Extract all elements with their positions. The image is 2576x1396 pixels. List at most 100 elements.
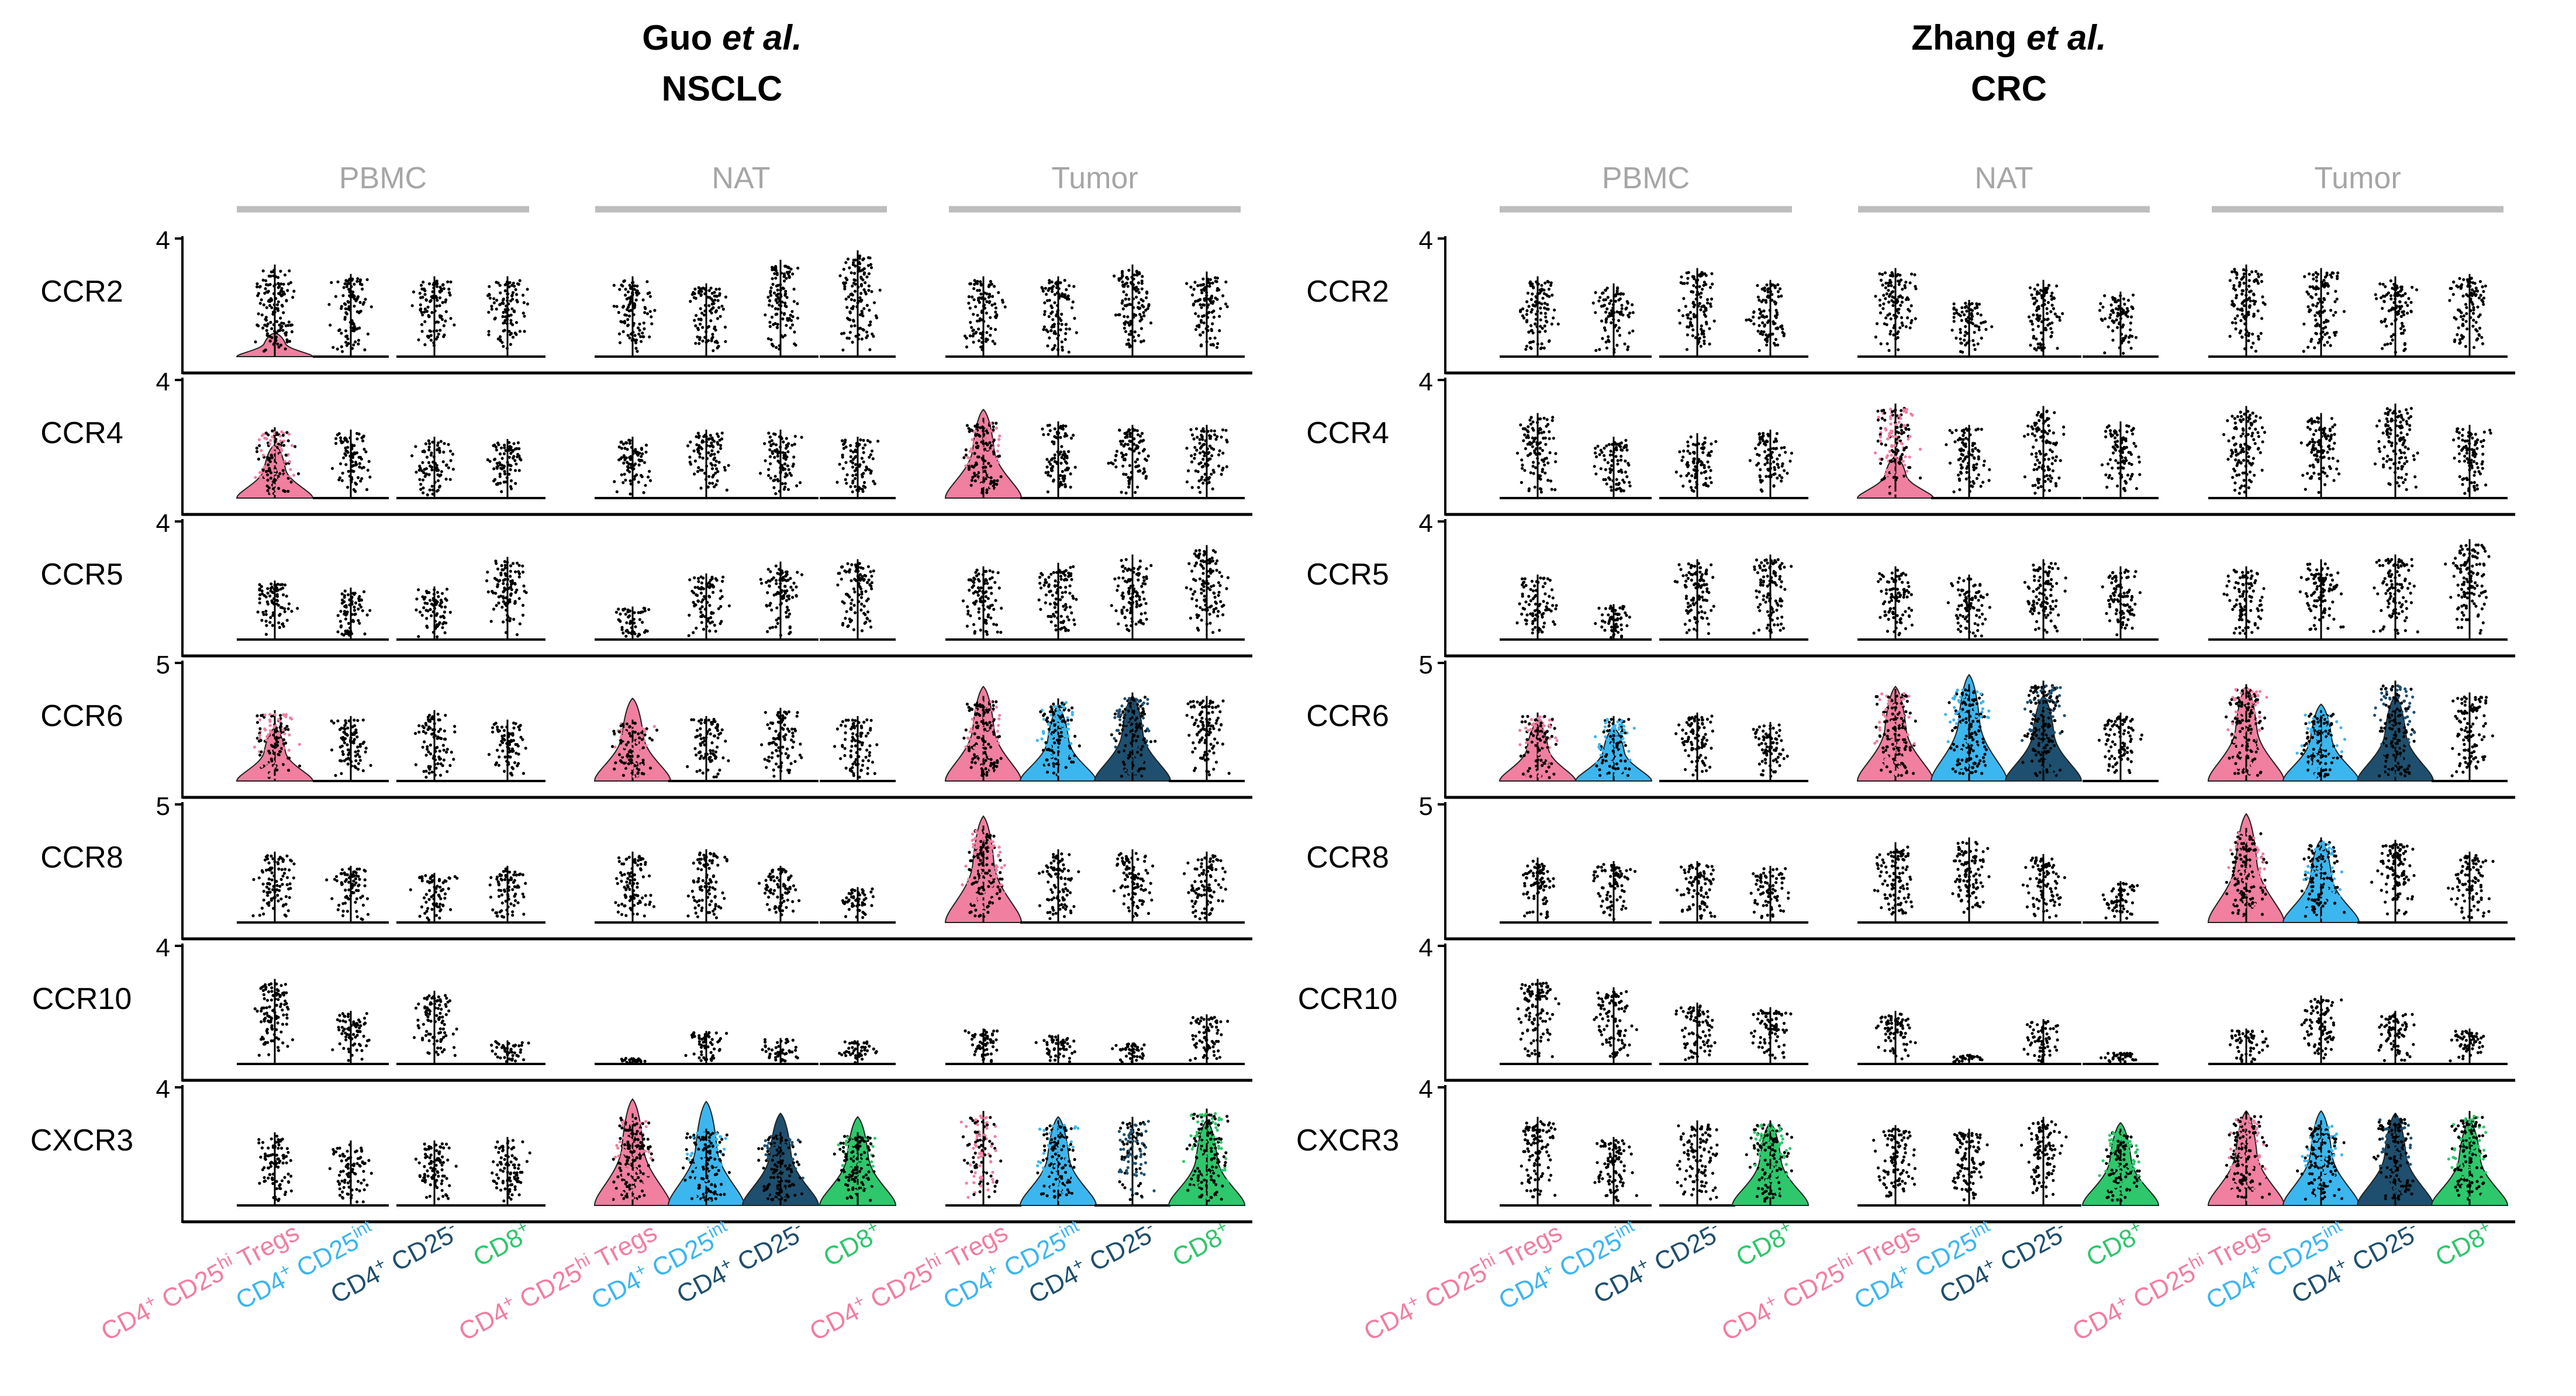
points-ccr5-0-1 (336, 589, 372, 637)
gene-label-ccr5: CCR5 (40, 558, 123, 592)
points-ccr6-0-2 (414, 713, 457, 779)
points-ccr5-2-3 (1185, 548, 1230, 634)
points-ccr6-2-3 (2450, 695, 2494, 778)
points-ccr4-0-2 (410, 439, 455, 497)
points-cxcr3-2-2 (2372, 1117, 2416, 1201)
points-cxcr3-2-1 (2296, 1124, 2346, 1203)
points-ccr5-2-0 (961, 568, 1003, 636)
points-ccr6-2-2 (2373, 684, 2419, 778)
points-ccr10-1-2 (2022, 1020, 2059, 1063)
points-ccr2-2-2 (1113, 268, 1153, 349)
points-ccr10-0-1 (331, 1012, 371, 1062)
gene-label-ccr4: CCR4 (1306, 416, 1389, 450)
points-ccr10-1-1 (684, 1031, 728, 1062)
y-tick-label: 4 (1419, 1075, 1433, 1104)
points-ccr5-1-0 (1877, 568, 1914, 637)
points-ccr2-0-0 (254, 268, 296, 353)
gene-label-ccr2: CCR2 (40, 275, 123, 309)
y-tick-label: 4 (156, 509, 170, 538)
row-ccr6: 5 CCR6 (40, 651, 1252, 799)
points-ccr8-0-1 (325, 867, 370, 921)
points-ccr5-0-3 (1752, 558, 1793, 635)
points-cxcr3-0-1 (328, 1143, 373, 1204)
points-ccr4-2-2 (2373, 407, 2419, 492)
points-ccr6-2-1 (1035, 701, 1081, 779)
points-cxcr3-2-0 (2225, 1115, 2271, 1203)
group-label-pbmc: PBMC (1602, 161, 1690, 195)
points-ccr10-1-0 (1874, 1013, 1917, 1060)
points-ccr6-2-1 (2295, 712, 2346, 779)
row-ccr2: 4 CCR2 (40, 226, 1252, 375)
points-ccr5-2-2 (2372, 558, 2419, 635)
points-ccr4-2-0 (2222, 410, 2267, 495)
row-ccr4: 4 CCR4 (40, 368, 1252, 516)
gene-label-ccr2: CCR2 (1306, 275, 1389, 309)
points-ccr8-1-1 (1951, 841, 1991, 914)
y-tick-label: 4 (156, 226, 170, 255)
points-ccr8-2-3 (2447, 854, 2495, 920)
gene-label-ccr8: CCR8 (40, 841, 123, 875)
y-tick-label: 5 (156, 792, 170, 821)
points-ccr8-0-0 (1522, 859, 1555, 920)
panel-guo-nsclc: PBMC NAT Tumor 4 CCR2 4 CCR4 4 CCR5 5 CCR6 5 CCR8 4 CC… (30, 161, 1252, 1346)
points-cxcr3-0-1 (1593, 1139, 1638, 1203)
row-ccr6: 5 CCR6 (1306, 651, 2515, 799)
points-ccr10-1-2 (761, 1038, 799, 1063)
points-ccr4-1-2 (2023, 409, 2066, 495)
points-ccr6-1-1 (1944, 688, 1991, 776)
points-cxcr3-2-1 (1036, 1123, 1080, 1202)
points-ccr4-1-0 (1873, 406, 1922, 495)
points-ccr8-2-1 (1038, 852, 1080, 920)
points-cxcr3-0-2 (414, 1142, 458, 1201)
y-tick-label: 4 (1419, 509, 1433, 538)
points-ccr2-2-1 (2302, 271, 2346, 353)
points-cxcr3-1-2 (2020, 1119, 2068, 1198)
points-ccr10-2-2 (1111, 1042, 1146, 1064)
points-ccr10-2-3 (1189, 1015, 1230, 1062)
y-tick-label: 4 (1419, 934, 1433, 962)
points-ccr10-2-0 (2229, 1029, 2269, 1063)
y-tick-label: 4 (1419, 368, 1433, 396)
points-ccr4-1-1 (1945, 427, 1991, 493)
points-ccr2-2-1 (1040, 279, 1078, 354)
gene-label-ccr10: CCR10 (32, 982, 132, 1016)
row-ccr4: 4 CCR4 (1306, 368, 2515, 516)
points-ccr8-1-1 (686, 851, 728, 920)
points-ccr10-0-2 (412, 994, 458, 1057)
points-ccr5-2-0 (2222, 568, 2266, 635)
points-ccr6-2-0 (2225, 687, 2268, 777)
points-ccr8-1-3 (841, 887, 875, 920)
points-ccr10-1-0 (620, 1056, 647, 1065)
points-ccr8-0-2 (409, 874, 459, 922)
points-ccr6-2-0 (962, 700, 1003, 777)
group-label-tumor: Tumor (2314, 161, 2401, 195)
points-ccr5-1-0 (614, 606, 651, 638)
y-tick-label: 4 (1419, 226, 1433, 255)
points-ccr10-2-1 (1034, 1034, 1076, 1063)
y-tick-label: 4 (156, 934, 170, 962)
gene-label-cxcr3: CXCR3 (1296, 1124, 1399, 1157)
row-ccr10: 4 CCR10 (1298, 934, 2515, 1082)
points-cxcr3-1-1 (682, 1131, 731, 1203)
points-ccr5-1-3 (2101, 568, 2142, 637)
points-ccr10-0-3 (1750, 1009, 1793, 1060)
points-ccr8-2-1 (2298, 841, 2346, 920)
points-ccr5-2-2 (1110, 558, 1153, 633)
points-cxcr3-2-3 (1182, 1112, 1230, 1202)
row-ccr10: 4 CCR10 (32, 934, 1252, 1082)
points-ccr5-0-0 (256, 582, 299, 636)
points-ccr6-0-0 (253, 713, 302, 779)
points-cxcr3-2-2 (1117, 1119, 1156, 1201)
points-ccr4-1-0 (613, 438, 652, 496)
points-ccr6-2-2 (1110, 696, 1157, 778)
panel-1-title-line1: Guo et al. (642, 18, 802, 57)
points-ccr4-2-1 (2299, 416, 2341, 494)
points-cxcr3-0-2 (1676, 1123, 1719, 1201)
points-ccr8-0-3 (1749, 867, 1790, 920)
points-ccr2-0-3 (1745, 282, 1786, 353)
group-label-tumor: Tumor (1051, 161, 1138, 195)
points-ccr6-0-1 (1594, 717, 1636, 779)
points-ccr6-0-3 (487, 721, 527, 777)
points-ccr10-0-1 (1593, 990, 1638, 1059)
points-ccr5-2-1 (2298, 562, 2345, 631)
